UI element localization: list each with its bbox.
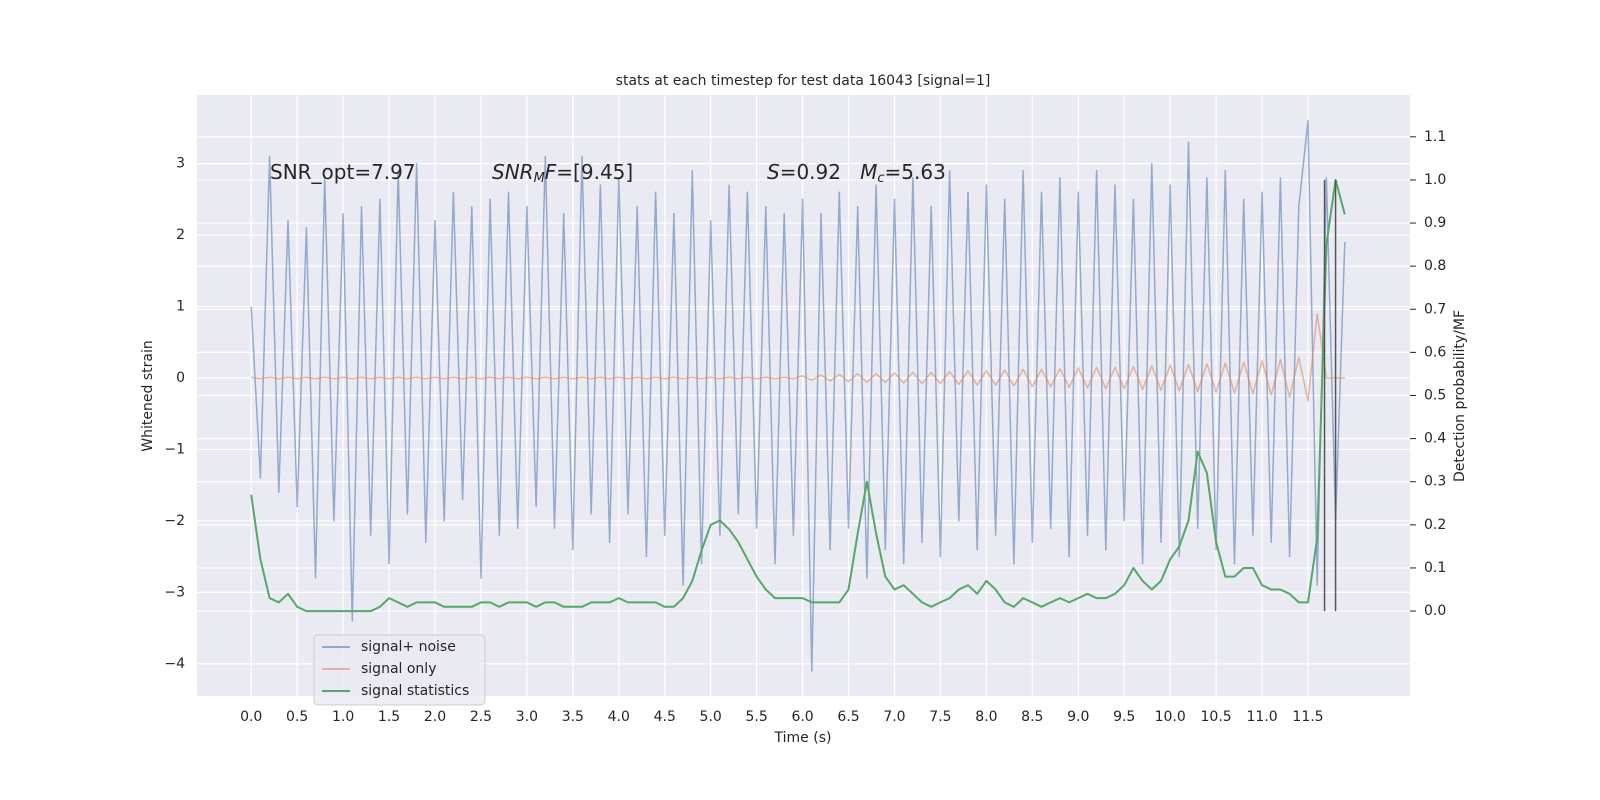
y-tick-label: 0 bbox=[176, 370, 185, 386]
y-tick-label: −4 bbox=[164, 656, 185, 672]
annotation-part: S bbox=[767, 160, 780, 184]
x-tick-label: 9.5 bbox=[1113, 709, 1135, 725]
legend-label: signal+ noise bbox=[361, 639, 456, 655]
marks bbox=[250, 119, 1346, 672]
x-tick-label: 5.5 bbox=[746, 709, 768, 725]
annotation-part: M bbox=[534, 171, 545, 186]
y2-tick-label: 1.1 bbox=[1424, 129, 1446, 145]
y2-tick-label: 0.6 bbox=[1424, 344, 1446, 360]
y2-tick-label: 0.2 bbox=[1424, 517, 1446, 533]
x-tick-label: 0.0 bbox=[240, 709, 262, 725]
x-tick-label: 3.5 bbox=[562, 709, 584, 725]
x-tick-label: 2.5 bbox=[470, 709, 492, 725]
x-tick-label: 8.5 bbox=[1021, 709, 1043, 725]
legend-label: signal statistics bbox=[361, 683, 469, 699]
y2-tick-label: 0.3 bbox=[1424, 474, 1446, 490]
y-tick-label: −1 bbox=[164, 441, 185, 457]
x-tick-label: 10.0 bbox=[1155, 709, 1186, 725]
y2-tick-label: 0.1 bbox=[1424, 560, 1446, 576]
y2-axis-label: Detection probability/MF bbox=[1452, 310, 1468, 482]
x-tick-label: 0.5 bbox=[286, 709, 308, 725]
x-tick-label: 1.5 bbox=[378, 709, 400, 725]
x-tick-label: 8.0 bbox=[975, 709, 997, 725]
y-tick-label: 3 bbox=[176, 156, 185, 172]
annotation: SNR_opt=7.97 bbox=[270, 160, 416, 184]
y2-tick-label: 0.9 bbox=[1424, 215, 1446, 231]
annotation-part: SNR bbox=[492, 160, 534, 184]
x-tick-label: 6.5 bbox=[837, 709, 859, 725]
annotation-part: F bbox=[545, 160, 557, 184]
y2-tick-label: 0.5 bbox=[1424, 388, 1446, 404]
annotation: S=0.92 Mc=5.63 bbox=[767, 160, 946, 186]
series-line bbox=[250, 119, 1346, 672]
y-axis-label: Whitened strain bbox=[140, 340, 156, 451]
annotation-part: =0.92 bbox=[780, 160, 860, 184]
annotation-part: =[9.45] bbox=[556, 160, 633, 184]
legend-box bbox=[313, 634, 486, 706]
x-tick-label: 10.5 bbox=[1201, 709, 1232, 725]
chart-title: stats at each timestep for test data 160… bbox=[616, 73, 991, 89]
y2-tick-label: 0.0 bbox=[1424, 603, 1446, 619]
annotation-part: =5.63 bbox=[885, 160, 946, 184]
series-line bbox=[250, 178, 1346, 613]
x-tick-label: 9.0 bbox=[1067, 709, 1089, 725]
x-tick-label: 11.0 bbox=[1246, 709, 1277, 725]
annotation: SNRMF=[9.45] bbox=[492, 160, 633, 186]
y-tick-label: −2 bbox=[164, 513, 185, 529]
x-axis-label: Time (s) bbox=[774, 730, 832, 746]
y2-tick-label: 1.0 bbox=[1424, 172, 1446, 188]
y-tick-label: −3 bbox=[164, 584, 185, 600]
x-tick-label: 1.0 bbox=[332, 709, 354, 725]
annotation-part: c bbox=[877, 171, 884, 186]
x-tick-label: 2.0 bbox=[424, 709, 446, 725]
x-tick-label: 4.0 bbox=[608, 709, 630, 725]
annotation-part: SNR_opt=7.97 bbox=[270, 160, 416, 184]
y2-tick-label: 0.8 bbox=[1424, 258, 1446, 274]
series-line bbox=[251, 312, 1345, 402]
x-tick-label: 5.0 bbox=[700, 709, 722, 725]
x-tick-label: 6.0 bbox=[791, 709, 813, 725]
y2-tick-label: 0.4 bbox=[1424, 431, 1446, 447]
y-tick-label: 1 bbox=[176, 299, 185, 315]
x-tick-label: 3.0 bbox=[516, 709, 538, 725]
x-tick-label: 7.0 bbox=[883, 709, 905, 725]
x-tick-label: 4.5 bbox=[654, 709, 676, 725]
annotation-part: M bbox=[860, 160, 877, 184]
y-tick-label: 2 bbox=[176, 227, 185, 243]
y2-tick-label: 0.7 bbox=[1424, 301, 1446, 317]
legend-label: signal only bbox=[361, 661, 436, 677]
x-tick-label: 7.5 bbox=[929, 709, 951, 725]
x-tick-label: 11.5 bbox=[1292, 709, 1323, 725]
